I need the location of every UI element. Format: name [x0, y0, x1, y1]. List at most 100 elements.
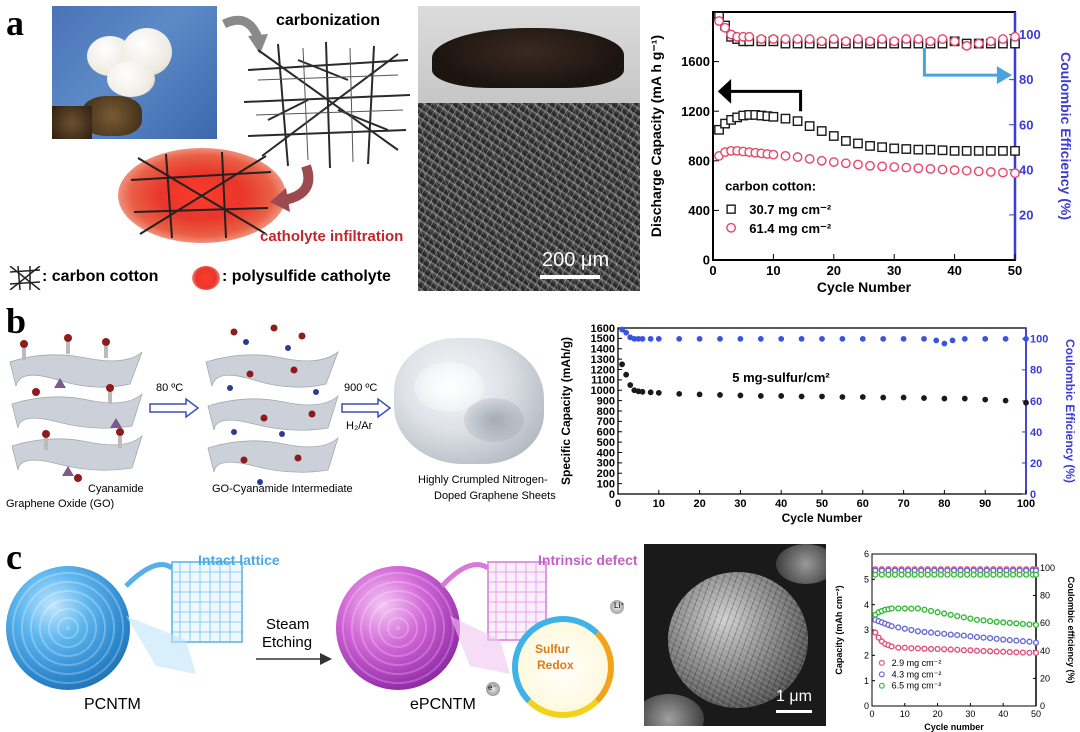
- label-carbonization: carbonization: [276, 12, 381, 29]
- data-point-0: [961, 145, 972, 156]
- data-point-1: [961, 335, 968, 342]
- data-point-1: [949, 165, 960, 176]
- y-tick-label: 200: [597, 468, 615, 480]
- data-point-2: [980, 617, 987, 624]
- data-point-2: [901, 605, 908, 612]
- panel-letter-b: b: [6, 301, 27, 341]
- data-point-1: [768, 149, 779, 160]
- data-point-1: [949, 337, 956, 344]
- data-point-1: [933, 337, 940, 344]
- data-point-1: [925, 163, 936, 174]
- y-tick-label: 600: [597, 427, 615, 439]
- sem-image-c: 1 μm: [644, 544, 826, 726]
- sulfur-redox-cycle: [512, 616, 614, 718]
- data-point-0: [982, 396, 989, 403]
- legend-label-0: 2.9 mg cm⁻²: [892, 658, 942, 668]
- data-point-0: [676, 390, 683, 397]
- data-point-1: [967, 633, 974, 640]
- data-point-1: [819, 335, 825, 342]
- x-tick-label: 30: [734, 498, 746, 510]
- data-point-2: [941, 610, 948, 617]
- y2-tick-label: 60: [1030, 396, 1042, 408]
- data-point-0: [921, 395, 927, 401]
- x-axis-label: Cycle number: [924, 722, 984, 732]
- data-point-2: [1006, 619, 1013, 627]
- x-tick-label: 80: [938, 498, 950, 510]
- data-point-1: [980, 634, 987, 641]
- x-axis-label: Cycle Number: [817, 279, 912, 295]
- data-point-5: [898, 571, 905, 578]
- crumpled-graphene-image: [394, 338, 544, 464]
- data-point-3: [949, 36, 960, 47]
- data-point-1: [828, 157, 839, 167]
- y-tick-label: 5: [864, 574, 869, 584]
- x-tick-label: 0: [869, 709, 874, 719]
- data-point-5: [904, 571, 912, 578]
- data-point-0: [967, 647, 974, 654]
- data-point-1: [717, 335, 723, 342]
- data-point-2: [1000, 619, 1007, 626]
- data-point-3: [792, 34, 803, 44]
- data-point-0: [1010, 145, 1020, 156]
- data-point-0: [900, 394, 907, 401]
- y-tick-label: 1100: [591, 375, 615, 387]
- data-point-5: [1003, 571, 1010, 578]
- data-point-1: [914, 628, 922, 635]
- y-tick-label: 1400: [591, 344, 615, 356]
- chart-b-annotation: 5 mg-sulfur/cm²: [732, 370, 830, 385]
- data-point-0: [908, 645, 915, 652]
- carbon-cotton-photo: [418, 6, 640, 103]
- y-tick-label: 2: [864, 650, 869, 660]
- data-point-0: [1013, 649, 1020, 656]
- data-point-1: [623, 329, 630, 336]
- y2-axis-label: Coulombic Efficiency (%): [1058, 52, 1074, 220]
- x-tick-label: 40: [947, 263, 961, 278]
- data-point-3: [973, 38, 984, 49]
- y2-tick-label: 60: [1040, 618, 1050, 628]
- data-point-2: [1026, 621, 1033, 628]
- data-point-1: [859, 335, 866, 342]
- y2-tick-label: 80: [1019, 72, 1033, 87]
- label-80c: 80 ºC: [156, 382, 184, 394]
- data-point-0: [717, 392, 723, 398]
- curved-arrow-infiltration-icon: [270, 164, 314, 212]
- data-point-0: [828, 131, 839, 141]
- scale-bar-a-label: 200 μm: [542, 249, 610, 271]
- data-point-5: [872, 571, 879, 578]
- data-point-2: [986, 618, 994, 625]
- data-point-1: [798, 335, 805, 342]
- x-tick-label: 100: [1017, 498, 1035, 510]
- data-point-1: [901, 625, 908, 632]
- chart-a: 0 10 20 30 40 50 0 400 800 1200 1600 20 40 60 80 100 Cyc…: [645, 2, 1077, 300]
- data-point-0: [737, 392, 744, 399]
- data-point-3: [925, 36, 936, 47]
- data-point-1: [921, 335, 927, 342]
- data-point-5: [918, 571, 925, 578]
- data-point-5: [990, 571, 997, 578]
- y2-axis-label: Coulombic Efficiency (%): [1063, 339, 1076, 483]
- data-point-0: [623, 371, 630, 378]
- data-point-0: [872, 629, 879, 636]
- data-point-0: [973, 145, 984, 156]
- legend-label-1: 4.3 mg cm⁻²: [892, 669, 942, 679]
- y-axis-label: Specific Capacity (mAh/g): [559, 337, 573, 485]
- y-tick-label: 3: [864, 625, 869, 635]
- data-point-3: [865, 36, 875, 47]
- data-point-1: [947, 631, 954, 638]
- data-point-3: [720, 22, 730, 33]
- data-point-1: [865, 160, 875, 171]
- y-tick-label: 900: [597, 395, 615, 407]
- data-point-0: [1000, 648, 1007, 655]
- data-point-1: [998, 167, 1008, 178]
- label-sulfur: Sulfur: [535, 642, 570, 656]
- sem-image-a: 200 μm: [418, 103, 640, 291]
- data-point-5: [950, 571, 958, 578]
- epcntm-sphere: [336, 566, 460, 690]
- data-point-0: [853, 138, 863, 149]
- data-point-5: [983, 571, 990, 578]
- legend-label-2: 6.5 mg cm⁻²: [892, 681, 942, 691]
- chart-c: 0 10 20 30 40 50 0 1 2 3 4 5 6 0 20 40 60 80 100 Cycle numb…: [832, 540, 1078, 732]
- data-point-0: [941, 646, 948, 653]
- data-point-1: [1019, 638, 1026, 645]
- data-point-0: [778, 393, 785, 399]
